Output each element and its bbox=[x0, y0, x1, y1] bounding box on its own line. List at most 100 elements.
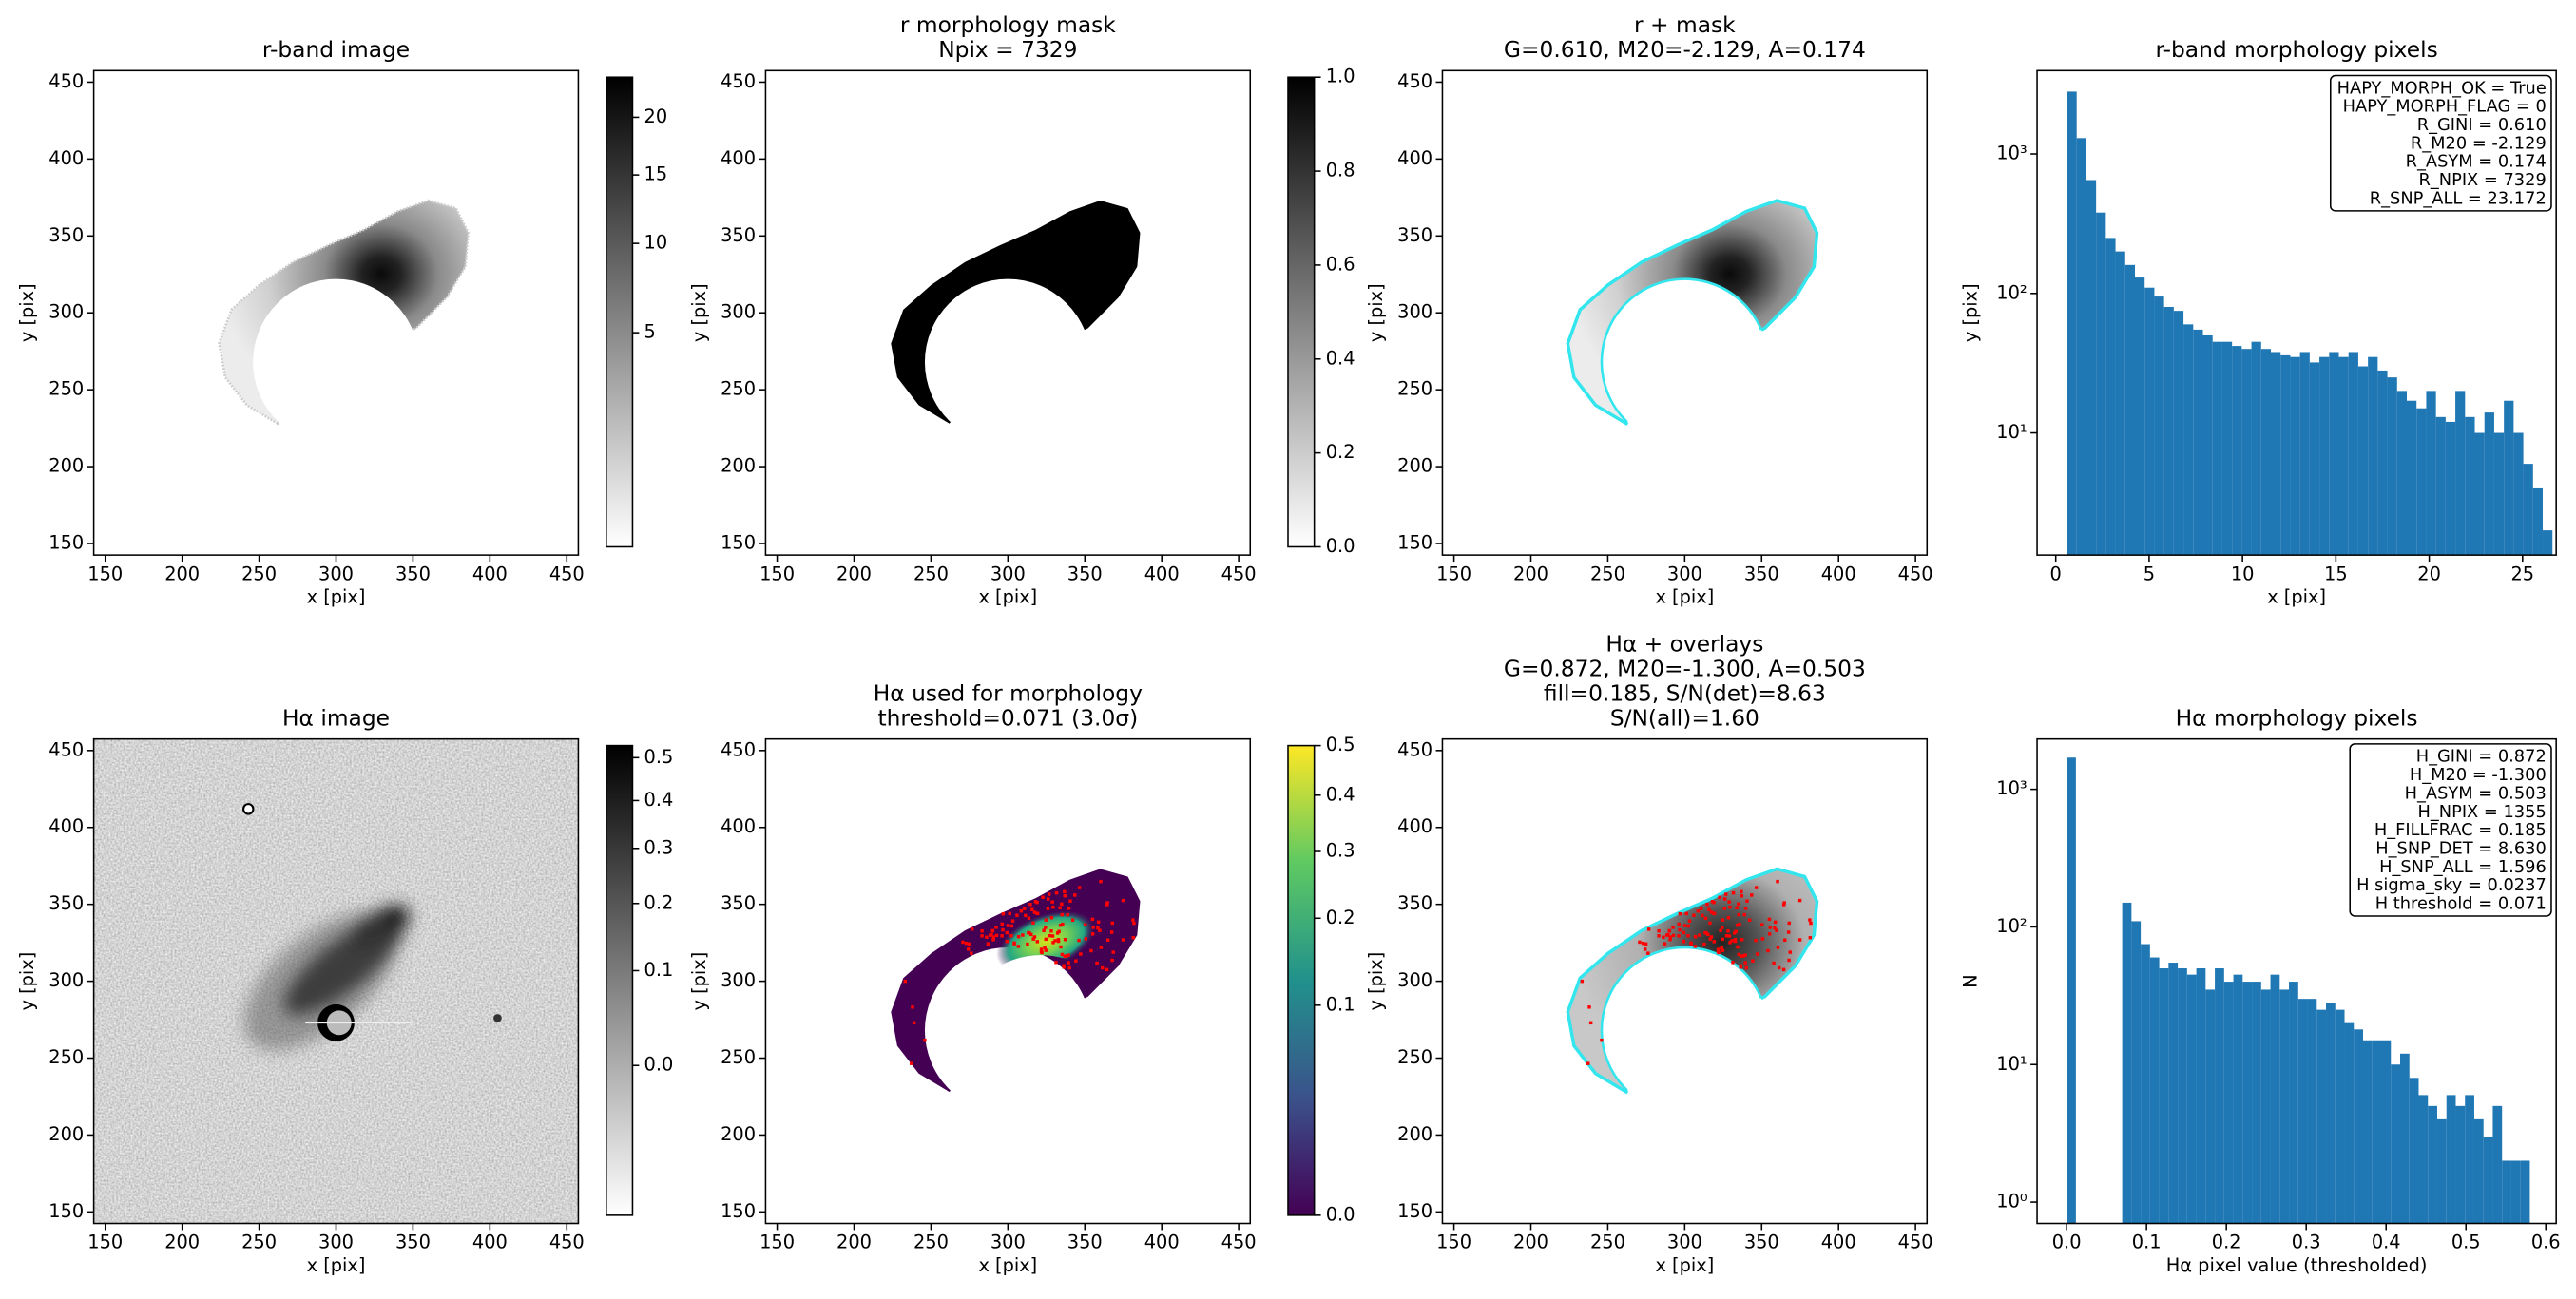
histogram-bar bbox=[2280, 354, 2291, 556]
detected-pixel bbox=[1768, 926, 1772, 929]
histogram-bar bbox=[2474, 432, 2485, 556]
detected-pixel bbox=[1105, 901, 1109, 905]
histogram-bar bbox=[2186, 974, 2197, 1224]
detected-pixel bbox=[1782, 938, 1787, 943]
detected-pixel bbox=[1797, 938, 1802, 942]
detected-pixel bbox=[1049, 916, 1054, 920]
detected-pixel bbox=[1740, 889, 1743, 894]
detected-pixel bbox=[994, 933, 999, 938]
x-tick-label: 200 bbox=[164, 1232, 200, 1253]
detected-pixel bbox=[970, 927, 974, 931]
y-tick-label: 200 bbox=[48, 1123, 84, 1145]
detected-pixel bbox=[1042, 928, 1046, 932]
detected-pixel bbox=[1095, 961, 1099, 965]
detected-pixel bbox=[1740, 894, 1744, 898]
detected-pixel bbox=[1682, 924, 1687, 927]
histogram-bar bbox=[2473, 1118, 2484, 1224]
y-tick-label: 10³ bbox=[1996, 777, 2027, 799]
halpha-emission bbox=[243, 906, 410, 1051]
y-tick-label: 400 bbox=[721, 815, 756, 837]
y-tick-label: 400 bbox=[1397, 815, 1432, 837]
histogram-bar bbox=[2067, 91, 2077, 556]
detected-pixel bbox=[1740, 938, 1744, 942]
halpha-halo bbox=[243, 911, 397, 1051]
detected-pixel bbox=[1777, 965, 1781, 970]
detected-pixel bbox=[1717, 950, 1721, 955]
x-tick-label: 350 bbox=[1067, 563, 1103, 584]
y-tick-label: 350 bbox=[721, 892, 756, 914]
panel-title: r + mask bbox=[1634, 11, 1736, 38]
colorbar-tick-label: 0.4 bbox=[1326, 783, 1355, 805]
detected-pixel bbox=[1105, 903, 1109, 907]
detected-pixel bbox=[1743, 961, 1747, 965]
detected-pixel bbox=[1698, 933, 1701, 937]
detected-pixel bbox=[1767, 932, 1772, 936]
histogram-bar bbox=[2076, 138, 2086, 556]
detected-pixel bbox=[1750, 893, 1754, 897]
detected-pixel bbox=[1009, 924, 1013, 928]
histogram-bar bbox=[2168, 963, 2179, 1224]
mask-outline bbox=[1566, 867, 1819, 1095]
annotation-line: H_SNP_ALL = 1.596 bbox=[2379, 857, 2547, 877]
detected-pixel bbox=[1046, 907, 1050, 910]
detected-pixel bbox=[1121, 898, 1125, 903]
detected-pixel bbox=[1051, 941, 1055, 945]
detected-pixel bbox=[1010, 919, 1015, 923]
detected-pixel bbox=[1031, 921, 1035, 926]
histogram-bar bbox=[2299, 352, 2310, 556]
colorbar bbox=[606, 744, 634, 1216]
x-tick-label: 0.1 bbox=[2132, 1232, 2162, 1253]
detected-pixel bbox=[1712, 911, 1717, 916]
plot-area bbox=[218, 199, 470, 426]
colorbar-tick-label: 0.2 bbox=[1326, 441, 1355, 463]
detected-pixel bbox=[1693, 934, 1698, 939]
detected-pixel bbox=[1098, 928, 1102, 932]
detected-pixel bbox=[1100, 965, 1105, 970]
detected-pixel bbox=[1067, 907, 1071, 910]
x-axis-label: x [pix] bbox=[978, 1254, 1037, 1276]
detected-pixel bbox=[1705, 932, 1710, 937]
detected-pixel bbox=[1041, 895, 1045, 900]
detected-pixel bbox=[1684, 911, 1688, 916]
y-tick-label: 300 bbox=[48, 301, 84, 323]
detected-pixel bbox=[1067, 953, 1070, 957]
histogram-bar bbox=[2428, 1105, 2437, 1224]
histogram-bar bbox=[2319, 356, 2330, 556]
detected-pixel bbox=[1027, 930, 1030, 935]
detected-pixel bbox=[1058, 923, 1063, 927]
y-axis-label: y [pix] bbox=[1365, 283, 1387, 342]
detected-pixel bbox=[1703, 916, 1708, 921]
x-tick-label: 150 bbox=[759, 563, 795, 584]
histogram-bar bbox=[2484, 412, 2494, 556]
detected-pixel bbox=[1733, 939, 1738, 944]
panel-title: r-band morphology pixels bbox=[2155, 36, 2437, 63]
detected-pixel bbox=[923, 1038, 927, 1042]
y-axis-label: y [pix] bbox=[16, 283, 38, 342]
histogram-bar bbox=[2523, 464, 2533, 556]
histogram-bar bbox=[2465, 1095, 2474, 1224]
detected-pixel bbox=[1005, 930, 1009, 935]
histogram-bar bbox=[2363, 1040, 2373, 1224]
x-tick-label: 250 bbox=[1590, 1232, 1625, 1253]
detected-pixel bbox=[1720, 946, 1723, 950]
histogram-bar bbox=[2399, 1053, 2410, 1224]
halpha-pixels bbox=[1567, 869, 1817, 1093]
detected-pixel bbox=[1744, 965, 1748, 970]
detected-pixel bbox=[1760, 937, 1765, 941]
histogram-bar bbox=[2436, 1118, 2447, 1224]
detected-pixel bbox=[1054, 961, 1058, 965]
detected-pixel bbox=[1056, 939, 1061, 944]
colorbar-tick-label: 0.3 bbox=[1326, 840, 1355, 862]
detected-pixel bbox=[1588, 1021, 1593, 1025]
y-tick-label: 150 bbox=[1397, 531, 1432, 553]
detected-pixel bbox=[1739, 964, 1742, 968]
detected-pixel bbox=[1063, 889, 1067, 894]
detected-pixel bbox=[991, 938, 995, 942]
histogram-bar bbox=[2502, 1160, 2511, 1224]
detected-pixel bbox=[1703, 930, 1707, 935]
colorbar-tick-label: 1.0 bbox=[1326, 66, 1355, 87]
detected-pixel bbox=[1775, 928, 1778, 932]
histogram-bar bbox=[2242, 982, 2253, 1224]
x-tick-label: 200 bbox=[1513, 563, 1548, 584]
colorbar-tick-label: 0.2 bbox=[644, 891, 674, 913]
